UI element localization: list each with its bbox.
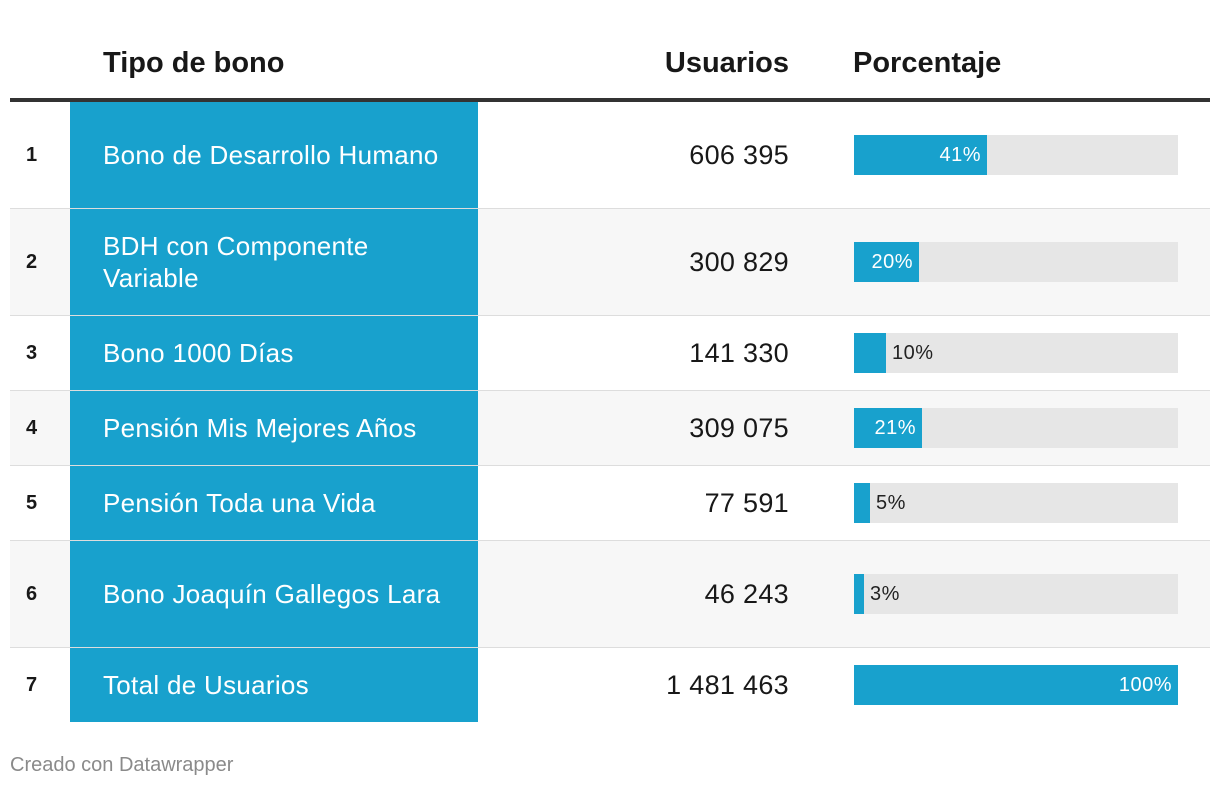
bono-type-cell: BDH con Componente Variable xyxy=(70,209,478,315)
percentage-label: 100% xyxy=(1118,674,1172,696)
bono-type-cell: Bono 1000 Días xyxy=(70,316,478,390)
percentage-bar-track: 100% xyxy=(854,665,1178,705)
bono-type-label: Pensión Mis Mejores Años xyxy=(103,413,417,443)
percentage-bar-track: 10% xyxy=(854,333,1178,373)
percentage-bar-fill xyxy=(854,408,922,448)
percentage-label: 20% xyxy=(871,251,913,273)
footer-credit: Creado con Datawrapper xyxy=(10,754,234,776)
bono-type-label: Pensión Toda una Vida xyxy=(103,488,376,518)
percentage-bar-fill xyxy=(854,135,987,175)
users-value: 606 395 xyxy=(689,139,789,170)
row-index: 7 xyxy=(26,673,38,696)
users-value: 309 075 xyxy=(689,412,789,443)
percentage-bar-fill xyxy=(854,333,886,373)
bono-type-cell: Bono de Desarrollo Humano xyxy=(70,102,478,208)
row-index: 1 xyxy=(26,143,38,166)
percentage-bar-track: 20% xyxy=(854,242,1178,282)
users-value: 46 243 xyxy=(704,578,789,609)
users-value: 1 481 463 xyxy=(666,669,789,700)
percentage-label: 41% xyxy=(939,144,981,166)
percentage-bar-fill xyxy=(854,242,919,282)
table-row: 1 Bono de Desarrollo Humano 606 395 41% xyxy=(10,102,1210,209)
row-index: 2 xyxy=(26,250,38,273)
table-row: 6 Bono Joaquín Gallegos Lara 46 243 3% xyxy=(10,541,1210,648)
bono-type-cell: Pensión Toda una Vida xyxy=(70,466,478,540)
percentage-bar-track: 41% xyxy=(854,135,1178,175)
row-index: 5 xyxy=(26,491,38,514)
percentage-bar-track: 3% xyxy=(854,574,1178,614)
table-row: 2 BDH con Componente Variable 300 829 20% xyxy=(10,209,1210,316)
users-value: 141 330 xyxy=(689,337,789,368)
row-index: 4 xyxy=(26,416,38,439)
percentage-bar-fill xyxy=(854,665,1178,705)
bono-type-label: Bono 1000 Días xyxy=(103,338,294,368)
table-row: 5 Pensión Toda una Vida 77 591 5% xyxy=(10,466,1210,541)
table-body: 1 Bono de Desarrollo Humano 606 395 41% 2 BDH… xyxy=(10,102,1210,722)
table-row: 7 Total de Usuarios 1 481 463 100% xyxy=(10,648,1210,722)
users-value: 77 591 xyxy=(704,487,789,518)
table-row: 4 Pensión Mis Mejores Años 309 075 21% xyxy=(10,391,1210,466)
percentage-bar-fill xyxy=(854,574,864,614)
percentage-bar-fill xyxy=(854,483,870,523)
bono-type-label: BDH con Componente Variable xyxy=(103,231,369,293)
row-index: 3 xyxy=(26,341,38,364)
table-row: 3 Bono 1000 Días 141 330 10% xyxy=(10,316,1210,391)
header-percentage: Porcentaje xyxy=(853,47,1002,79)
percentage-label: 5% xyxy=(876,492,906,514)
percentage-label: 3% xyxy=(870,583,900,605)
bono-type-label: Bono de Desarrollo Humano xyxy=(103,140,439,170)
header-type: Tipo de bono xyxy=(103,47,285,79)
percentage-bar-track: 21% xyxy=(854,408,1178,448)
bono-type-cell: Pensión Mis Mejores Años xyxy=(70,391,478,465)
data-table: Tipo de bono Usuarios Porcentaje 1 Bono d… xyxy=(10,0,1210,722)
percentage-bar-track: 5% xyxy=(854,483,1178,523)
bono-type-label: Total de Usuarios xyxy=(103,670,309,700)
bono-type-label: Bono Joaquín Gallegos Lara xyxy=(103,579,441,609)
bono-type-cell: Bono Joaquín Gallegos Lara xyxy=(70,541,478,647)
header-users: Usuarios xyxy=(664,47,789,79)
row-index: 6 xyxy=(26,582,38,605)
users-value: 300 829 xyxy=(689,246,789,277)
percentage-label: 21% xyxy=(874,417,916,439)
percentage-label: 10% xyxy=(892,342,934,364)
bono-type-cell: Total de Usuarios xyxy=(70,648,478,722)
table-header: Tipo de bono Usuarios Porcentaje xyxy=(10,0,1210,102)
